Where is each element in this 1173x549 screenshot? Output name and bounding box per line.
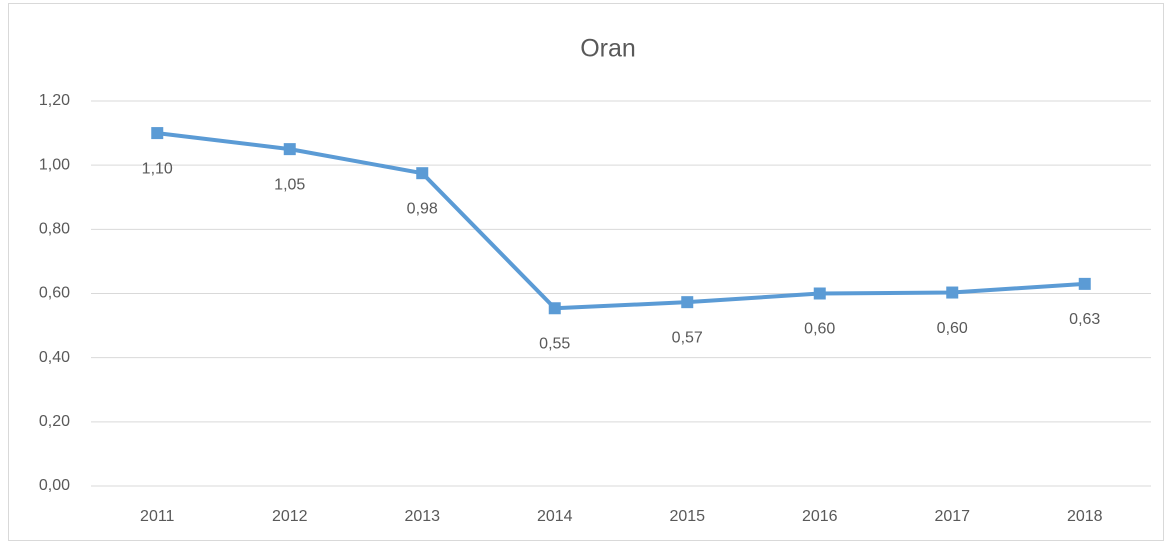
x-tick-label: 2016 [802, 508, 838, 525]
marker [813, 287, 826, 300]
line [157, 131, 1085, 311]
marker [946, 286, 959, 299]
marker [283, 143, 296, 156]
data-label: 0,55 [539, 335, 570, 352]
y-tick-label: 0,00 [39, 477, 70, 494]
x-tick-label: 2013 [404, 508, 440, 525]
x-tick-label: 2018 [1067, 508, 1103, 525]
y-tick-label: 1,00 [39, 156, 70, 173]
data-label: 1,05 [274, 176, 305, 193]
data-label: 1,10 [142, 160, 173, 177]
data-label: 0,60 [937, 320, 968, 337]
y-tick-label: 1,20 [39, 92, 70, 109]
x-tick-label: 2015 [669, 508, 705, 525]
chart-border [8, 3, 1164, 541]
data-label: 0,63 [1069, 311, 1100, 328]
marker [416, 167, 429, 180]
y-tick-label: 0,60 [39, 285, 70, 302]
x-tick-label: 2014 [537, 508, 573, 525]
marker [151, 127, 164, 140]
y-tick-label: 0,40 [39, 349, 70, 366]
x-tick-label: 2011 [140, 508, 175, 525]
y-tick-label: 0,20 [39, 413, 70, 430]
x-tick-label: 2017 [934, 508, 970, 525]
y-tick-label: 0,80 [39, 221, 70, 238]
marker [1078, 277, 1091, 290]
data-label: 0,98 [407, 200, 438, 217]
marker [681, 296, 694, 309]
data-label: 0,60 [804, 321, 835, 338]
chart-title: Oran [580, 35, 636, 63]
marker [548, 302, 561, 315]
data-label: 0,57 [672, 329, 703, 346]
x-tick-label: 2012 [272, 508, 308, 525]
